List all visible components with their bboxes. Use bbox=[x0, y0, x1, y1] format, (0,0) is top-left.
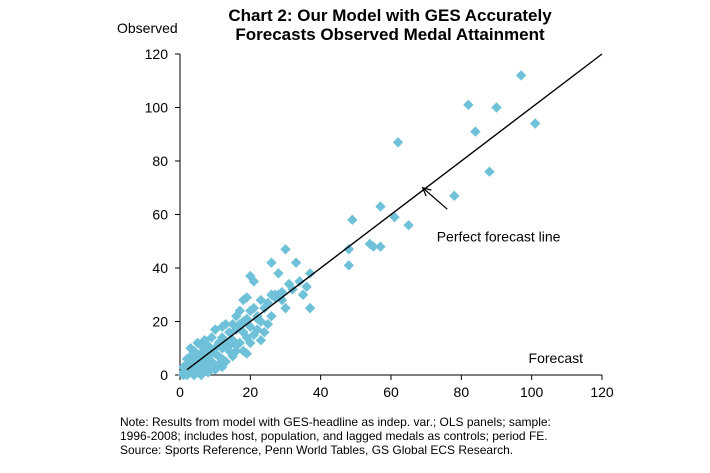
annotation-arrow bbox=[422, 187, 448, 210]
x-tick-label: 20 bbox=[243, 384, 259, 400]
data-point bbox=[248, 329, 260, 341]
y-tick-label: 80 bbox=[152, 153, 168, 169]
y-tick-label: 20 bbox=[152, 314, 168, 330]
data-point bbox=[290, 257, 302, 268]
data-point bbox=[470, 126, 481, 137]
axes: 0 20 40 60 80 100 120 0 20 40 60 80 100 120 bbox=[145, 46, 614, 400]
data-point bbox=[188, 369, 200, 381]
data-point bbox=[343, 244, 354, 255]
x-tick-label: 100 bbox=[520, 384, 544, 400]
data-point bbox=[220, 318, 231, 330]
x-tick-label: 40 bbox=[313, 384, 329, 400]
x-tick-label: 0 bbox=[176, 384, 184, 400]
data-point bbox=[252, 313, 263, 325]
data-point bbox=[294, 276, 305, 287]
data-point bbox=[343, 260, 354, 271]
chart-title-line-1: Chart 2: Our Model with GES Accurately bbox=[228, 6, 552, 25]
y-tick-label: 100 bbox=[145, 100, 169, 116]
data-point bbox=[273, 268, 284, 279]
note-line-1: Note: Results from model with GES-headli… bbox=[120, 415, 551, 429]
data-point bbox=[238, 294, 249, 306]
data-point bbox=[231, 310, 242, 322]
chart-title-line-2: Forecasts Observed Medal Attainment bbox=[235, 25, 545, 44]
data-point bbox=[484, 166, 495, 177]
data-point bbox=[231, 340, 242, 351]
x-tick-label: 80 bbox=[454, 384, 470, 400]
data-point bbox=[241, 348, 253, 359]
data-point bbox=[245, 337, 256, 349]
data-point bbox=[297, 289, 309, 300]
data-point bbox=[213, 359, 224, 370]
data-point bbox=[185, 343, 196, 354]
data-point bbox=[266, 257, 277, 268]
data-point bbox=[231, 345, 242, 357]
data-point bbox=[209, 324, 221, 335]
chart-note: Note: Results from model with GES-headli… bbox=[120, 415, 620, 457]
data-point bbox=[403, 220, 414, 231]
x-tick-label: 60 bbox=[383, 384, 399, 400]
data-point bbox=[199, 356, 210, 367]
data-point bbox=[262, 318, 274, 330]
annotation-label: Perfect forecast line bbox=[437, 228, 561, 244]
data-point bbox=[224, 345, 235, 357]
data-point bbox=[248, 276, 260, 287]
chart-title: Chart 2: Our Model with GES Accurately F… bbox=[150, 6, 630, 44]
x-axis-label: Forecast bbox=[529, 350, 584, 366]
data-point bbox=[227, 318, 238, 330]
data-point bbox=[375, 201, 386, 212]
perfect-forecast-line-group bbox=[186, 53, 603, 371]
y-tick-label: 120 bbox=[145, 46, 169, 62]
data-point bbox=[266, 310, 277, 322]
data-point bbox=[449, 190, 460, 201]
data-point bbox=[181, 369, 193, 381]
data-point bbox=[255, 335, 267, 346]
data-point bbox=[463, 99, 474, 111]
y-axis-label: Observed bbox=[117, 20, 178, 36]
data-point bbox=[259, 302, 270, 314]
data-point bbox=[255, 294, 267, 306]
data-point bbox=[304, 268, 316, 279]
data-point bbox=[364, 238, 376, 250]
data-points bbox=[178, 70, 541, 381]
y-tick-label: 0 bbox=[160, 367, 168, 383]
data-point bbox=[202, 367, 214, 378]
data-point bbox=[392, 137, 404, 148]
data-point bbox=[276, 294, 288, 306]
y-tick-label: 40 bbox=[152, 260, 168, 276]
data-point bbox=[347, 214, 358, 226]
data-point bbox=[515, 70, 527, 81]
data-point bbox=[529, 118, 541, 129]
data-point bbox=[259, 327, 270, 338]
y-tick-label: 60 bbox=[152, 207, 168, 223]
data-point bbox=[301, 281, 312, 292]
data-point bbox=[389, 211, 400, 223]
data-point bbox=[199, 345, 210, 357]
annotation-group: Perfect forecast line bbox=[421, 186, 561, 244]
data-point bbox=[269, 289, 281, 300]
note-line-2: 1996-2008; includes host, population, an… bbox=[120, 429, 548, 443]
annotation-arrowhead bbox=[421, 186, 432, 197]
scatter-plot: 0 20 40 60 80 100 120 0 20 40 60 80 100 120 Perfect f… bbox=[145, 46, 614, 400]
data-point bbox=[192, 337, 203, 349]
note-line-3: Source: Sports Reference, Penn World Tab… bbox=[120, 443, 514, 457]
data-point bbox=[304, 302, 316, 314]
data-point bbox=[280, 302, 291, 314]
data-point bbox=[491, 102, 502, 113]
perfect-forecast-line bbox=[186, 53, 603, 371]
data-point bbox=[202, 359, 214, 370]
x-tick-label: 120 bbox=[590, 384, 614, 400]
data-point bbox=[245, 305, 256, 316]
data-point bbox=[224, 340, 235, 351]
data-point bbox=[375, 241, 386, 252]
data-point bbox=[280, 244, 291, 255]
